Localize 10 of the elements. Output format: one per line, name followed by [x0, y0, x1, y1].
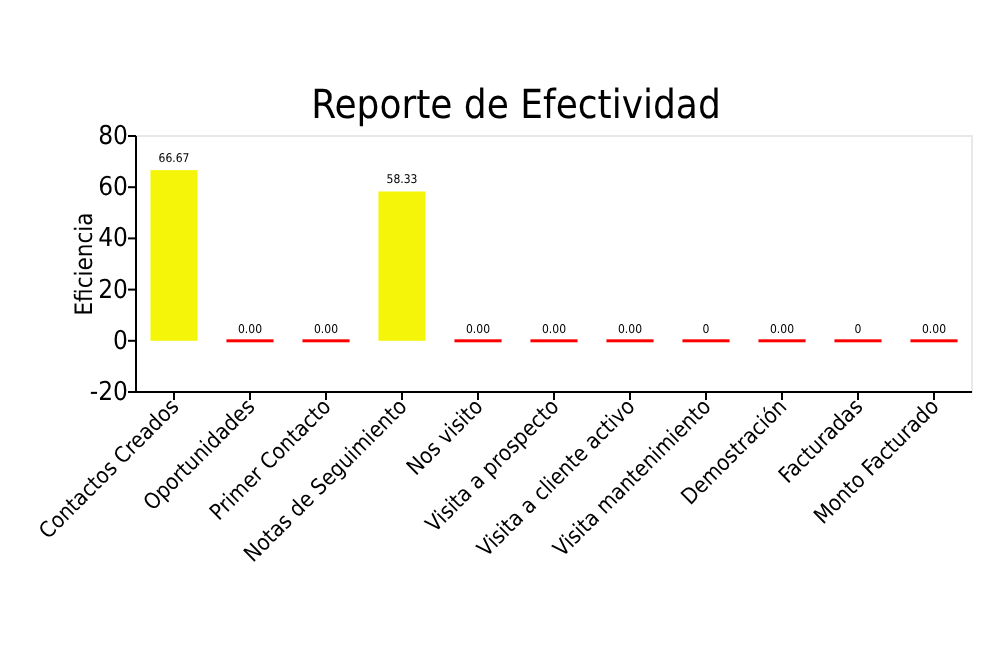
bar [378, 191, 426, 341]
bar [150, 170, 198, 341]
y-tick-label: 0 [113, 326, 128, 357]
chart-title: Reporte de Efectividad [311, 80, 721, 128]
y-tick-label: 60 [98, 173, 128, 204]
y-tick-label: -20 [89, 378, 128, 408]
y-tick-label: 40 [98, 224, 128, 255]
y-tick-label: 80 [98, 122, 128, 152]
y-axis-title: Eficiencia [70, 212, 98, 316]
y-tick-label: 20 [98, 275, 128, 306]
